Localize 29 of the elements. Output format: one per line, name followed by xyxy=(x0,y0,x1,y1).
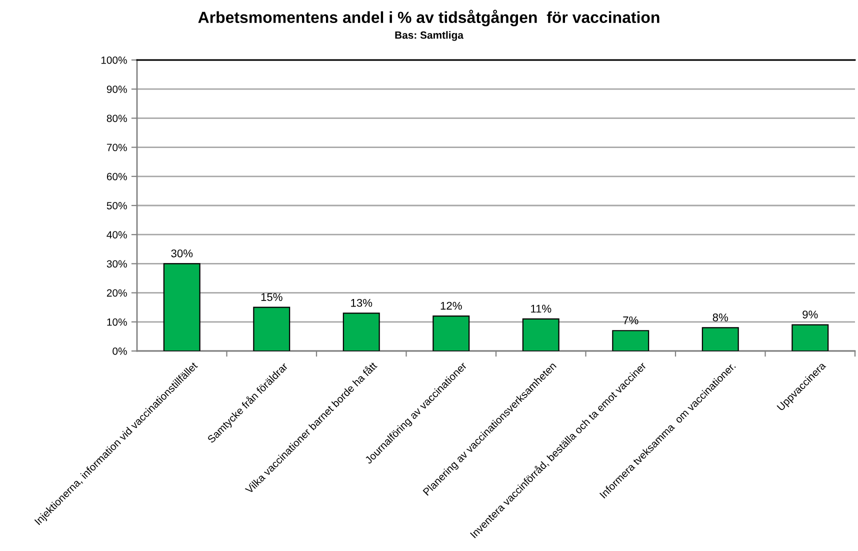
y-tick-label: 0% xyxy=(112,348,127,355)
y-tick-label: 90% xyxy=(106,86,127,93)
data-label: 13% xyxy=(351,298,372,307)
y-tick-label: 60% xyxy=(106,172,127,180)
data-label: 30% xyxy=(171,249,193,258)
bar xyxy=(163,263,200,351)
data-label: 15% xyxy=(261,293,282,301)
y-tick-label: 10% xyxy=(107,318,127,326)
data-label: 9% xyxy=(802,310,818,318)
chart-title: Arbetsmomentens andel i % av tidsåtgången för vaccination xyxy=(198,10,660,26)
y-tick-label: 20% xyxy=(106,289,127,297)
data-label: 8% xyxy=(712,313,728,322)
data-label: 12% xyxy=(440,302,462,310)
data-label: 11% xyxy=(531,304,552,313)
bar xyxy=(702,327,739,351)
chart-subtitle: Bas: Samtliga xyxy=(395,31,464,41)
bar xyxy=(253,306,290,351)
bar xyxy=(792,324,829,351)
y-tick-label: 30% xyxy=(106,260,127,268)
y-tick-label: 40% xyxy=(106,231,127,238)
y-tick-label: 70% xyxy=(106,144,127,152)
bar xyxy=(612,330,650,351)
bar xyxy=(522,318,560,351)
data-label: 7% xyxy=(623,316,638,324)
y-tick-label: 100% xyxy=(101,56,127,64)
y-tick-label: 50% xyxy=(106,202,127,210)
bar xyxy=(432,316,470,351)
bar xyxy=(342,312,380,351)
y-tick-label: 80% xyxy=(106,114,127,122)
